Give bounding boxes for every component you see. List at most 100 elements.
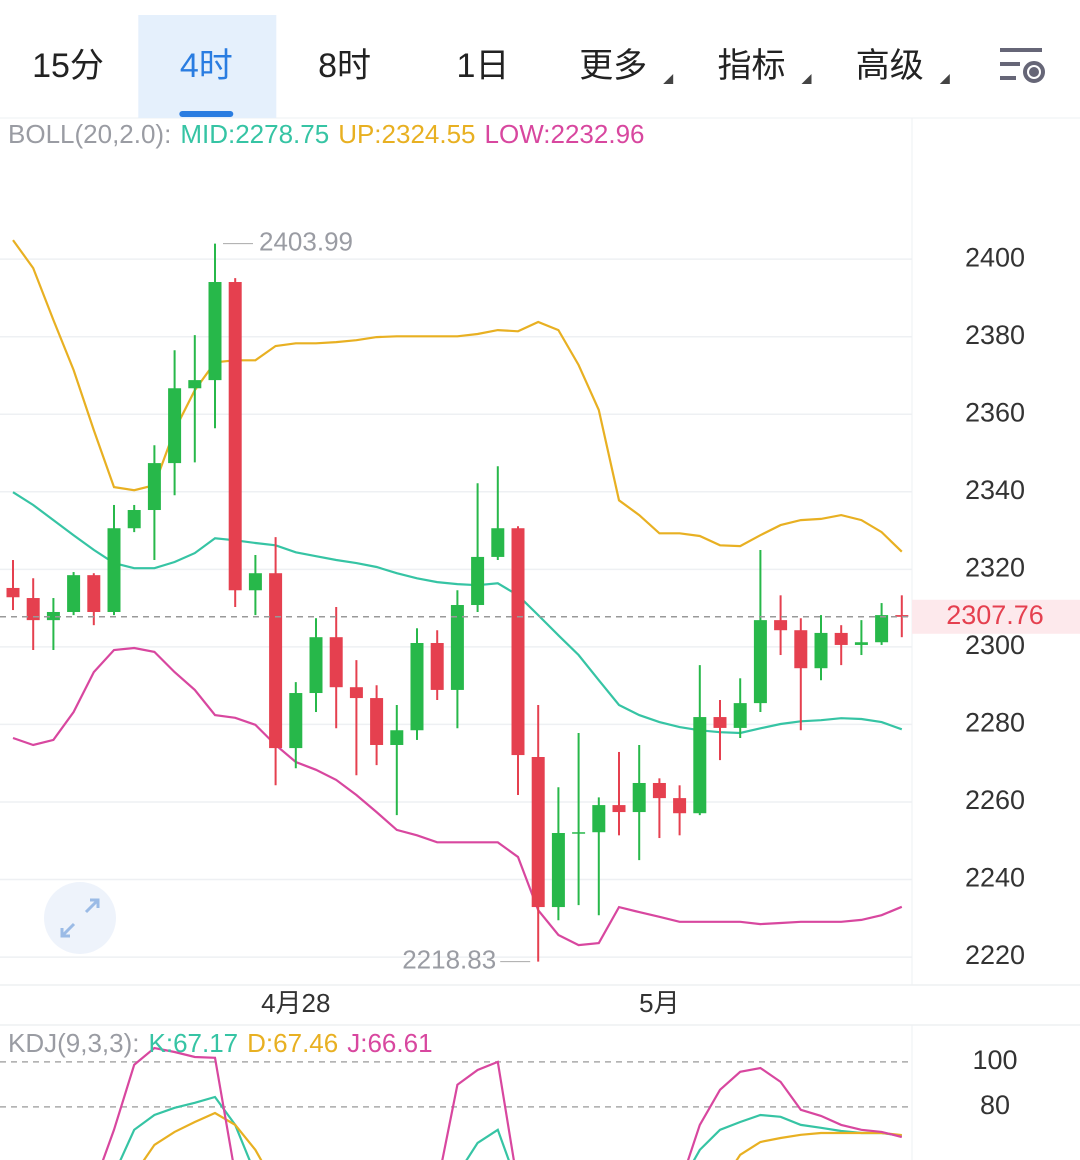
indicator-name: KDJ(9,3,3): <box>8 1028 140 1058</box>
indicator-line <box>12 239 903 553</box>
indicator-name: BOLL(20,2.0): <box>8 119 171 149</box>
legend-label: D: <box>247 1028 273 1058</box>
candle-body <box>652 782 666 799</box>
candle-body <box>693 717 707 814</box>
y-tick-label: 2220 <box>965 940 1025 970</box>
candle-body <box>168 388 182 464</box>
candle-body <box>309 637 323 694</box>
tab[interactable]: 更多 <box>579 47 647 85</box>
active-tab-indicator <box>179 111 234 117</box>
candle-body <box>87 575 101 612</box>
y-tick-label: 2320 <box>965 552 1025 582</box>
legend-label: MID: <box>180 119 235 149</box>
candle-body <box>592 805 606 833</box>
legend-value: 67.46 <box>273 1028 338 1058</box>
indicator-line <box>12 491 903 735</box>
tab[interactable]: 8时 <box>318 47 371 85</box>
x-tick-label: 4月28 <box>261 988 330 1018</box>
candle-body <box>531 757 545 908</box>
candle-body <box>794 630 808 669</box>
max-label: 2403.99 <box>259 227 353 257</box>
indicator-line <box>142 1111 902 1160</box>
candle-body <box>46 611 60 621</box>
y-tick-label: 2280 <box>965 708 1025 738</box>
settings-icon[interactable] <box>1000 48 1045 83</box>
y-tick-label: 100 <box>972 1045 1017 1075</box>
candle-body <box>6 587 20 598</box>
expand-button[interactable] <box>44 882 116 954</box>
candle-body <box>147 463 161 511</box>
candle-body <box>107 528 121 612</box>
x-tick-label: 5月 <box>639 988 679 1018</box>
tab[interactable]: 高级 <box>856 47 924 85</box>
candle-body <box>895 615 909 617</box>
y-tick-label: 2240 <box>965 863 1025 893</box>
tab[interactable]: 4时 <box>180 47 233 85</box>
candle-body <box>551 833 565 908</box>
candle-body <box>572 832 586 834</box>
y-tick-label: 2340 <box>965 475 1025 505</box>
tab[interactable]: 1日 <box>456 47 509 85</box>
candle-body <box>26 598 40 621</box>
indicator-legend: KDJ(9,3,3): K:67.17 D:67.46 J:66.61 <box>8 1028 433 1058</box>
tab[interactable]: 指标 <box>718 47 786 85</box>
legend-label: UP: <box>338 119 381 149</box>
candle-body <box>834 632 848 645</box>
y-tick-label: 80 <box>980 1090 1010 1120</box>
legend-value: 2232.96 <box>551 119 645 149</box>
candle-body <box>208 282 222 381</box>
candle-body <box>127 510 141 529</box>
candle-body <box>814 632 828 669</box>
candle-body <box>289 693 303 749</box>
legend-label: K: <box>149 1028 174 1058</box>
legend-value: 2278.75 <box>235 119 329 149</box>
candle-body <box>329 637 343 688</box>
candle-body <box>349 687 363 699</box>
legend-value: 2324.55 <box>382 119 476 149</box>
candle-body <box>248 573 262 591</box>
y-tick-label: 2380 <box>965 320 1025 350</box>
candle-body <box>410 643 424 731</box>
active-tab-bg <box>138 15 277 118</box>
candle-body <box>491 528 505 557</box>
candle-body <box>733 703 747 728</box>
candle-body <box>471 556 485 606</box>
indicator-line <box>101 1046 903 1160</box>
price-label: 2307.76 <box>946 600 1044 630</box>
candle-body <box>450 605 464 690</box>
legend-label: J: <box>347 1028 367 1058</box>
dropdown-caret <box>663 74 674 84</box>
indicator-line <box>12 646 903 947</box>
dropdown-caret <box>939 74 950 84</box>
min-label: 2218.83 <box>402 944 496 974</box>
y-tick-label: 2260 <box>965 785 1025 815</box>
candle-body <box>228 282 242 591</box>
indicator-legend: BOLL(20,2.0): MID:2278.75 UP:2324.55 LOW:22… <box>8 119 644 149</box>
candle-body <box>370 698 384 745</box>
candle-body <box>753 620 767 704</box>
legend-value: 66.61 <box>367 1028 432 1058</box>
candle-body <box>511 528 525 756</box>
candle-body <box>390 730 404 745</box>
candle-body <box>875 615 889 643</box>
y-tick-label: 2400 <box>965 242 1025 272</box>
dropdown-caret <box>801 74 812 84</box>
y-tick-label: 2300 <box>965 630 1025 660</box>
candle-body <box>713 717 727 728</box>
legend-value: 67.17 <box>173 1028 238 1058</box>
legend-label: LOW: <box>485 119 551 149</box>
candle-body <box>632 782 646 813</box>
y-tick-label: 2360 <box>965 397 1025 427</box>
price-label-bg <box>912 599 1080 634</box>
candle-body <box>612 805 626 813</box>
candle-body <box>673 798 687 814</box>
candle-body <box>269 573 283 749</box>
candle-body <box>188 380 202 389</box>
candle-body <box>854 642 868 645</box>
candle-body <box>67 575 81 612</box>
tab[interactable]: 15分 <box>32 47 104 85</box>
candle-body <box>774 620 788 631</box>
candle-body <box>430 643 444 690</box>
